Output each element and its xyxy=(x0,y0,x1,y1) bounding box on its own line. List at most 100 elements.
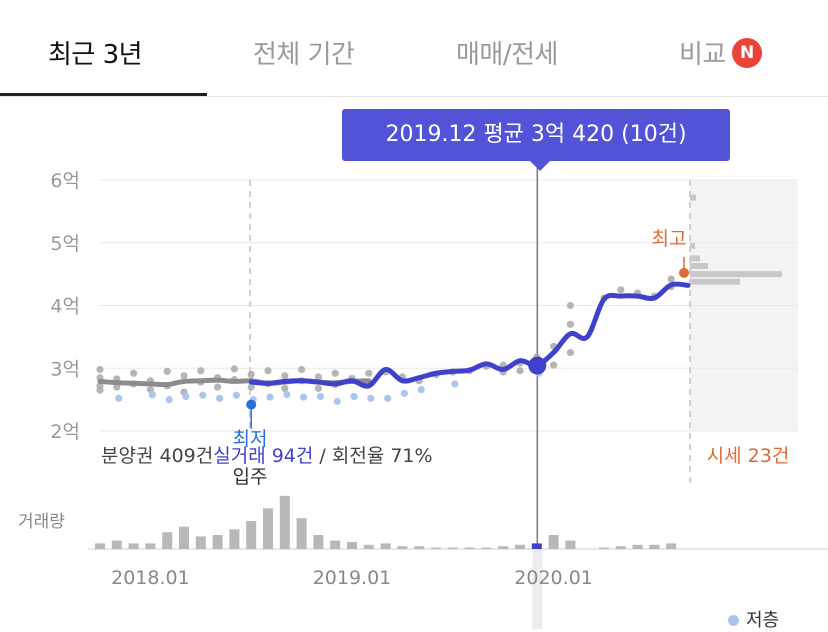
y-tick-label: 2억 xyxy=(50,421,80,443)
volume-bar xyxy=(666,543,677,549)
trade-dot xyxy=(130,369,138,377)
summary-text: 분양권 409건실거래 94건 / 회전율 71% xyxy=(101,445,433,467)
volume-bars xyxy=(95,495,677,549)
trade-dot xyxy=(617,286,625,294)
trade-dot xyxy=(314,373,322,381)
volume-bar xyxy=(212,535,223,549)
volume-bar xyxy=(162,532,173,549)
x-tick-label: 2020.01 xyxy=(514,567,593,589)
volume-bar xyxy=(179,526,189,549)
trade-dot xyxy=(96,365,104,374)
trade-dot-low-floor xyxy=(350,392,358,401)
trade-dot xyxy=(247,370,255,379)
trade-dot xyxy=(96,386,104,394)
volume-label: 거래량 xyxy=(18,512,65,532)
market-hist-bar xyxy=(690,194,696,201)
trade-dot-low-floor xyxy=(417,385,425,394)
grid xyxy=(100,179,798,432)
trade-dot-low-floor xyxy=(232,391,240,399)
trade-dot-low-floor xyxy=(216,394,224,402)
high-label: 최고 xyxy=(652,228,687,250)
trade-dot xyxy=(281,372,289,380)
trade-dot-low-floor xyxy=(283,391,291,399)
real-trade-count: 실거래 94건 xyxy=(213,445,313,467)
market-hist-bar xyxy=(690,271,782,278)
volume-bar xyxy=(246,521,257,549)
trade-dot xyxy=(667,275,675,283)
volume-bar xyxy=(313,535,324,549)
trade-dot-low-floor xyxy=(182,392,190,401)
trade-dot-low-floor xyxy=(333,397,341,406)
y-tick-label: 6억 xyxy=(50,170,80,192)
hover-tooltip: 2019.12 평균 3억 420 (10건) xyxy=(342,109,730,171)
trade-dot-low-floor xyxy=(266,393,274,401)
trade-dot xyxy=(180,372,188,380)
trade-dot xyxy=(197,367,205,375)
legend-low-floor-label: 저층 xyxy=(746,610,780,631)
new-badge: N xyxy=(731,37,762,68)
trade-dot-low-floor xyxy=(400,389,408,397)
volume-bar xyxy=(347,542,357,549)
low-point[interactable] xyxy=(246,399,257,410)
volume-bar xyxy=(548,535,559,549)
recent-price-line xyxy=(248,281,691,389)
trade-dot xyxy=(163,367,171,375)
x-tick-label: 2019.01 xyxy=(313,567,392,589)
y-tick-label: 3억 xyxy=(50,358,80,380)
market-histogram xyxy=(690,194,782,285)
trade-dot xyxy=(331,369,339,377)
trade-dot xyxy=(550,361,558,369)
trade-dot xyxy=(281,384,289,392)
volume-bar xyxy=(531,543,542,549)
volume-bar xyxy=(95,543,105,549)
transactions-scatter xyxy=(96,275,675,406)
trade-dot-low-floor xyxy=(316,392,324,401)
volume-bar xyxy=(649,544,660,549)
highlight-point[interactable] xyxy=(528,356,547,375)
legend-low-floor-dot xyxy=(728,615,739,626)
trade-dot-low-floor xyxy=(367,394,375,402)
tab-compare[interactable]: 비교 N xyxy=(679,34,762,71)
tab-recent-3y[interactable]: 최근 3년 xyxy=(48,40,143,70)
trade-dot-low-floor xyxy=(148,391,156,399)
tab-bar: 최근 3년 전체 기간 매매/전세 비교 N xyxy=(0,0,828,97)
volume-bar xyxy=(565,540,576,549)
volume-bar xyxy=(447,547,458,549)
y-tick-label: 4억 xyxy=(50,296,80,318)
market-count-label: 시세 23건 xyxy=(707,445,790,467)
tab-compare-label: 비교 xyxy=(679,40,726,70)
trade-dot xyxy=(365,369,373,377)
trade-dot-low-floor xyxy=(165,396,173,404)
volume-bar xyxy=(296,518,307,549)
turnover-rate: / 회전율 71% xyxy=(313,445,432,467)
volume-bar xyxy=(615,546,626,549)
market-hist-bar xyxy=(690,262,708,269)
volume-bar xyxy=(515,544,525,549)
tab-divider xyxy=(0,96,828,97)
trade-dot xyxy=(566,348,575,357)
x-axis: 2018.01 2019.01 2020.01 xyxy=(111,567,593,589)
trade-dot-low-floor xyxy=(199,391,207,399)
market-hist-bar xyxy=(690,255,700,262)
presale-count: 분양권 409건 xyxy=(101,445,213,467)
volume-bar xyxy=(431,547,441,549)
volume-bar xyxy=(632,544,643,549)
volume-bar xyxy=(279,495,290,549)
trade-dot xyxy=(516,367,524,375)
trade-dot xyxy=(230,365,238,373)
volume-bar xyxy=(195,536,206,549)
volume-bar xyxy=(111,540,122,549)
volume-bar xyxy=(414,546,425,549)
trade-dot-low-floor xyxy=(384,394,392,402)
volume-bar xyxy=(498,546,509,549)
volume-bar xyxy=(380,543,391,549)
volume-bar xyxy=(397,546,408,549)
high-point[interactable] xyxy=(679,267,689,278)
market-hist-bar xyxy=(690,242,695,249)
volume-bar xyxy=(599,547,609,549)
tab-trade-type[interactable]: 매매/전세 xyxy=(456,40,558,70)
tab-all-period[interactable]: 전체 기간 xyxy=(253,40,355,70)
volume-bar xyxy=(229,529,240,549)
hover-column xyxy=(532,549,543,629)
